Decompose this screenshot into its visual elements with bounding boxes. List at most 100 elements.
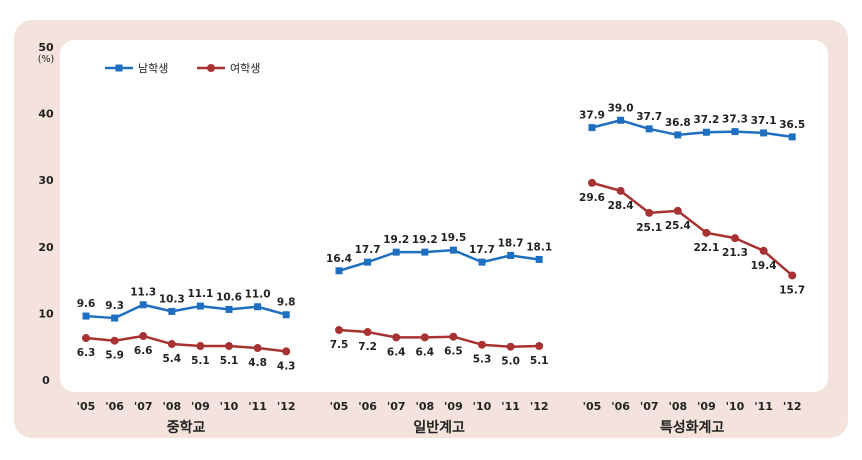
legend-item-female: 여학생 xyxy=(197,62,260,75)
data-label-male: 11.1 xyxy=(187,288,213,300)
data-point-male xyxy=(168,307,176,315)
x-tick-label: '08 xyxy=(415,400,434,413)
data-label-male: 9.6 xyxy=(77,298,96,310)
data-label-male: 36.8 xyxy=(665,117,691,129)
data-point-female xyxy=(110,336,119,345)
y-tick-label: 10 xyxy=(38,307,54,320)
data-label-female: 4.8 xyxy=(248,357,267,369)
data-point-male xyxy=(421,248,429,256)
data-label-female: 5.1 xyxy=(530,355,549,367)
data-label-female: 6.6 xyxy=(134,345,153,357)
data-point-male xyxy=(617,116,625,124)
data-point-female xyxy=(82,334,90,343)
legend-label-male: 남학생 xyxy=(138,62,168,75)
x-tick-label: '12 xyxy=(783,400,802,413)
data-label-female: 5.1 xyxy=(191,355,210,367)
data-label-male: 37.2 xyxy=(693,114,719,126)
y-axis-unit: (%) xyxy=(38,54,54,65)
data-label-male: 39.0 xyxy=(608,102,634,114)
data-label-male: 37.1 xyxy=(751,115,777,127)
x-tick-label: '07 xyxy=(640,400,659,413)
legend: 남학생 여학생 xyxy=(105,62,260,75)
data-point-female xyxy=(449,332,458,341)
y-axis: 0 10 20 30 40 50 xyxy=(38,41,54,387)
data-label-female: 21.3 xyxy=(722,247,748,259)
data-point-female xyxy=(363,328,372,337)
y-tick-label: 40 xyxy=(38,108,54,121)
legend-marker-male xyxy=(115,64,123,72)
x-tick-label: '09 xyxy=(444,400,463,413)
x-tick-label: '11 xyxy=(248,400,267,413)
data-label-male: 10.3 xyxy=(159,293,185,305)
x-tick-label: '09 xyxy=(191,400,210,413)
data-point-male xyxy=(674,131,682,139)
series-line-female xyxy=(591,181,794,277)
data-point-male xyxy=(335,267,343,275)
data-point-male xyxy=(760,129,768,137)
data-label-female: 4.3 xyxy=(277,360,296,372)
data-point-male xyxy=(282,311,290,319)
x-tick-label: '07 xyxy=(387,400,406,413)
data-label-male: 11.3 xyxy=(130,287,156,299)
data-point-male xyxy=(196,302,204,310)
data-point-female xyxy=(139,332,148,341)
data-label-female: 7.5 xyxy=(330,339,349,351)
series-line-male xyxy=(85,303,287,320)
x-tick-label: '06 xyxy=(611,400,630,413)
data-label-male: 17.7 xyxy=(355,244,381,256)
data-point-male xyxy=(449,246,457,254)
data-label-female: 25.1 xyxy=(636,222,662,234)
x-tick-label: '05 xyxy=(330,400,349,413)
x-tick-label: '10 xyxy=(220,400,239,413)
data-label-female: 5.9 xyxy=(105,350,124,362)
data-point-male xyxy=(82,312,90,320)
data-label-male: 37.9 xyxy=(579,110,605,122)
data-point-female xyxy=(282,347,291,356)
data-point-female xyxy=(478,340,486,349)
y-tick-label: 0 xyxy=(42,374,50,387)
legend-label-female: 여학생 xyxy=(230,62,260,75)
y-tick-label: 50 xyxy=(38,41,54,54)
x-tick-label: '08 xyxy=(162,400,181,413)
data-point-female xyxy=(506,342,515,351)
data-label-female: 5.3 xyxy=(473,354,492,366)
data-point-female xyxy=(673,206,682,215)
data-label-male: 9.8 xyxy=(277,297,296,309)
data-label-female: 6.3 xyxy=(77,347,96,359)
data-label-female: 15.7 xyxy=(779,284,805,296)
data-point-female xyxy=(225,342,233,351)
x-tick-label: '06 xyxy=(105,400,124,413)
series-line-male xyxy=(338,248,540,272)
x-tick-label: '12 xyxy=(530,400,549,413)
data-label-female: 5.0 xyxy=(501,356,520,368)
data-point-male xyxy=(254,303,262,311)
data-label-female: 5.1 xyxy=(220,355,239,367)
group-label: 중학교 xyxy=(167,420,206,436)
data-label-female: 6.4 xyxy=(415,346,434,358)
data-label-male: 36.5 xyxy=(779,119,805,131)
data-point-female xyxy=(731,234,739,243)
data-label-male: 18.7 xyxy=(498,237,524,249)
x-tick-label: '11 xyxy=(501,400,520,413)
data-label-male: 37.3 xyxy=(722,114,748,126)
data-point-female xyxy=(392,333,401,342)
data-point-female xyxy=(535,342,544,351)
data-label-female: 22.1 xyxy=(693,242,719,254)
data-point-male xyxy=(392,248,400,256)
data-point-female xyxy=(167,340,176,349)
data-point-female xyxy=(616,186,625,195)
data-label-female: 25.4 xyxy=(665,220,691,232)
series-line-male xyxy=(591,119,793,139)
data-label-female: 7.2 xyxy=(358,341,377,353)
x-tick-label: '06 xyxy=(358,400,377,413)
y-tick-label: 20 xyxy=(38,241,54,254)
data-point-male xyxy=(731,128,739,136)
plot-panel xyxy=(60,40,828,392)
group-3: '05'06'07'08'09'10'11'12특성화계고37.939.037.… xyxy=(579,102,805,436)
group-2: '05'06'07'08'09'10'11'12일반계고16.417.719.2… xyxy=(326,232,552,436)
data-point-female xyxy=(588,178,596,187)
data-label-male: 37.7 xyxy=(636,111,662,123)
data-label-female: 6.5 xyxy=(444,346,463,358)
data-label-male: 11.0 xyxy=(245,289,271,301)
